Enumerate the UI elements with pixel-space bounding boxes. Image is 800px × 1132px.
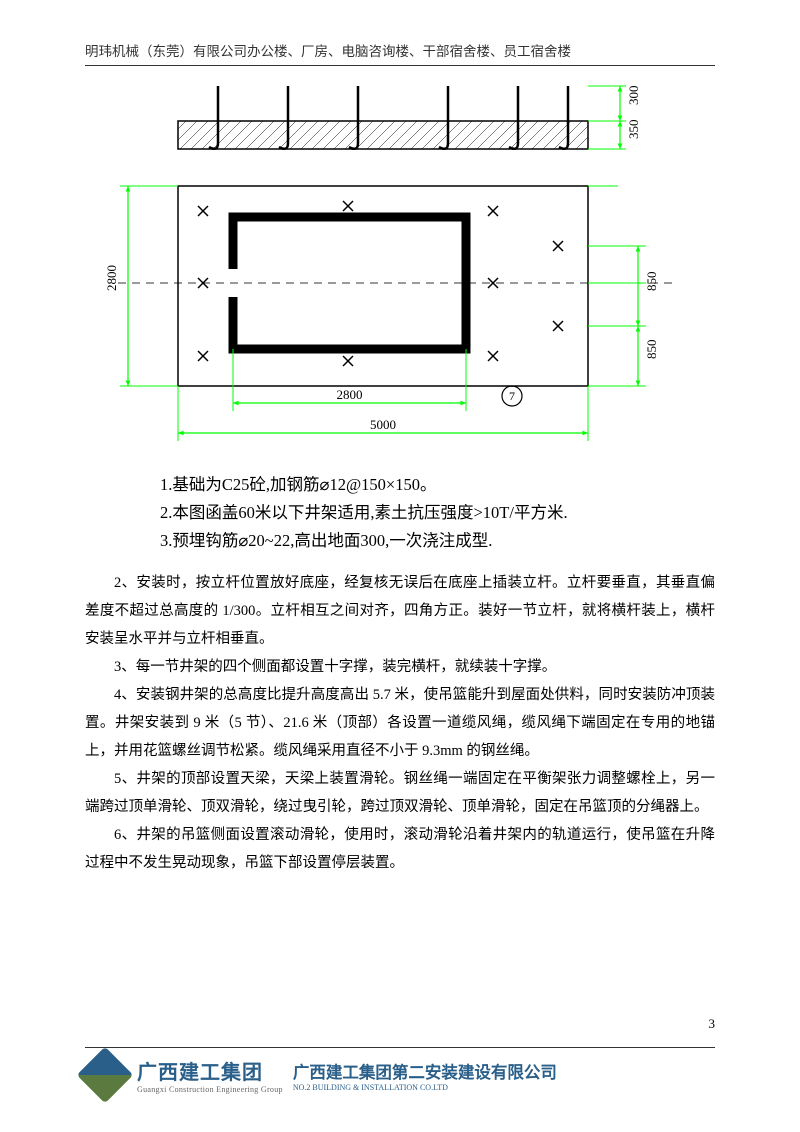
svg-text:300: 300 (626, 86, 641, 106)
company-name-cn: 广西建工集团第二安装建设有限公司 (293, 1059, 557, 1083)
company-logo-icon (77, 1047, 134, 1104)
note-1: 1.基础为C25砼,加钢筋⌀12@150×150。 (160, 471, 715, 499)
footer: 广西建工集团 Guangxi Construction Engineering … (85, 1047, 715, 1102)
para-4: 4、安装钢井架的总高度比提升高度高出 5.7 米，使吊篮能升到屋面处供料，同时安… (85, 681, 715, 765)
svg-text:7: 7 (509, 389, 515, 403)
note-3: 3.预埋钩筋⌀20~22,高出地面300,一次浇注成型. (160, 527, 715, 555)
para-6: 6、井架的吊篮侧面设置滚动滑轮，使用时，滚动滑轮沿着井架内的轨道运行，使吊篮在升… (85, 821, 715, 877)
company-name-en: NO.2 BUILDING & INSTALLATION CO.LTD (293, 1083, 557, 1092)
body-text: 2、安装时，按立杆位置放好底座，经复核无误后在底座上插装立杆。立杆要垂直，其垂直… (85, 569, 715, 877)
drawing-notes: 1.基础为C25砼,加钢筋⌀12@150×150。 2.本图函盖60米以下井架适… (160, 471, 715, 555)
group-name-cn: 广西建工集团 (137, 1056, 283, 1085)
para-2: 2、安装时，按立杆位置放好底座，经复核无误后在底座上插装立杆。立杆要垂直，其垂直… (85, 569, 715, 653)
group-name-en: Guangxi Construction Engineering Group (137, 1085, 283, 1094)
footer-group: 广西建工集团 Guangxi Construction Engineering … (137, 1056, 283, 1094)
engineering-diagram: 300 350 7 2800 2800 5000 850 850 (98, 81, 703, 461)
svg-text:350: 350 (626, 120, 641, 140)
para-5: 5、井架的顶部设置天梁，天梁上装置滑轮。钢丝绳一端固定在平衡架张力调整螺栓上，另… (85, 765, 715, 821)
para-3: 3、每一节井架的四个侧面都设置十字撑，装完横杆，就续装十字撑。 (85, 653, 715, 681)
svg-text:2800: 2800 (104, 265, 119, 291)
svg-text:850: 850 (644, 340, 659, 360)
svg-text:2800: 2800 (336, 387, 362, 402)
note-2: 2.本图函盖60米以下井架适用,素土抗压强度>10T/平方米. (160, 499, 715, 527)
footer-company: 广西建工集团第二安装建设有限公司 NO.2 BUILDING & INSTALL… (293, 1059, 557, 1092)
page-number: 3 (709, 1016, 716, 1032)
svg-text:850: 850 (644, 272, 659, 292)
svg-text:5000: 5000 (370, 417, 396, 432)
page-header: 明玮机械（东莞）有限公司办公楼、厂房、电脑咨询楼、干部宿舍楼、员工宿舍楼 (85, 40, 715, 66)
